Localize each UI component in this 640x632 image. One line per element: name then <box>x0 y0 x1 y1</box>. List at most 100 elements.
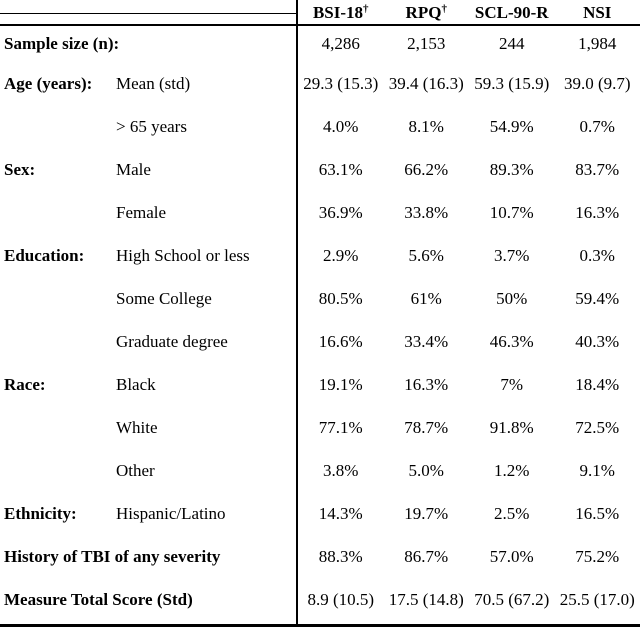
data-cell: 14.3% <box>318 503 363 523</box>
column-header-scl90r: SCL-90-R <box>469 0 555 26</box>
table-row: Age (years): Mean (std) 29.3 (15.3) 39.4 (1… <box>0 62 640 105</box>
row-sub-label: Mean (std) <box>116 73 191 93</box>
data-cell: 0.7% <box>579 116 615 136</box>
data-cell: 7% <box>500 374 524 394</box>
data-cell: 25.5 (17.0) <box>559 589 635 609</box>
data-cell: 50% <box>496 288 528 308</box>
data-cell: 4.0% <box>323 116 359 136</box>
data-cell: 33.8% <box>404 202 449 222</box>
table-row: Sex: Male 63.1% 66.2% 89.3% 83.7% <box>0 148 640 191</box>
row-category-label <box>0 406 110 449</box>
table-row: Sample size (n): 4,286 2,153 244 1,984 <box>0 26 640 62</box>
data-cell: 19.7% <box>404 503 449 523</box>
data-cell: 5.0% <box>408 460 444 480</box>
row-category-label <box>0 320 110 363</box>
row-category-label: Ethnicity: <box>4 503 77 523</box>
table-row: Graduate degree 16.6% 33.4% 46.3% 40.3% <box>0 320 640 363</box>
data-cell: 8.1% <box>408 116 444 136</box>
data-cell: 54.9% <box>489 116 534 136</box>
column-divider-rule <box>296 0 298 624</box>
row-sub-label: Hispanic/Latino <box>116 503 226 523</box>
data-cell: 2.9% <box>323 245 359 265</box>
data-cell: 72.5% <box>575 417 620 437</box>
data-cell: 8.9 (10.5) <box>307 589 375 609</box>
row-category-label: Education: <box>4 245 85 265</box>
data-cell: 0.3% <box>579 245 615 265</box>
data-cell: 3.8% <box>323 460 359 480</box>
data-cell: 86.7% <box>404 546 449 566</box>
table-row: Education: High School or less 2.9% 5.6% 3.7… <box>0 234 640 277</box>
data-cell: 16.3% <box>575 202 620 222</box>
row-category-label: History of TBI of any severity <box>4 546 221 566</box>
row-sub-label: > 65 years <box>116 116 187 136</box>
data-cell: 66.2% <box>404 159 449 179</box>
data-cell: 59.3 (15.9) <box>474 73 550 93</box>
row-sub-label: Male <box>116 159 151 179</box>
data-cell: 39.4 (16.3) <box>388 73 464 93</box>
row-category-label: Age (years): <box>4 73 93 93</box>
data-cell: 3.7% <box>494 245 530 265</box>
row-sub-label: Other <box>116 460 155 480</box>
row-sub-label: Some College <box>116 288 212 308</box>
data-cell: 4,286 <box>321 34 360 53</box>
data-cell: 91.8% <box>489 417 534 437</box>
data-cell: 39.0 (9.7) <box>563 73 631 93</box>
row-sub-label: High School or less <box>116 245 250 265</box>
data-cell: 29.3 (15.3) <box>303 73 379 93</box>
table-body: Sample size (n): 4,286 2,153 244 1,984 Age (y… <box>0 26 640 621</box>
bottom-rule <box>0 624 640 627</box>
table-row: Female 36.9% 33.8% 10.7% 16.3% <box>0 191 640 234</box>
row-category-label <box>0 191 110 234</box>
data-cell: 19.1% <box>318 374 363 394</box>
data-cell: 17.5 (14.8) <box>388 589 464 609</box>
row-category-label: Measure Total Score (Std) <box>4 589 193 609</box>
row-category-label <box>0 449 110 492</box>
data-cell: 2.5% <box>494 503 530 523</box>
data-cell: 70.5 (67.2) <box>474 589 550 609</box>
data-cell: 80.5% <box>318 288 363 308</box>
data-cell: 18.4% <box>575 374 620 394</box>
row-category-label <box>0 277 110 320</box>
table-row: Some College 80.5% 61% 50% 59.4% <box>0 277 640 320</box>
header-rule <box>0 24 640 26</box>
data-cell: 61% <box>410 288 442 308</box>
data-cell: 5.6% <box>408 245 444 265</box>
table-row: History of TBI of any severity 88.3% 86.7%… <box>0 535 640 578</box>
table-row: Measure Total Score (Std) 8.9 (10.5) 17.5 … <box>0 578 640 621</box>
data-cell: 75.2% <box>575 546 620 566</box>
column-header-label: BSI-18 <box>312 3 364 22</box>
table-row: Race: Black 19.1% 16.3% 7% 18.4% <box>0 363 640 406</box>
data-cell: 88.3% <box>318 546 363 566</box>
data-cell: 2,153 <box>407 34 446 53</box>
column-header-label: NSI <box>583 3 612 22</box>
data-cell: 16.6% <box>318 331 363 351</box>
table-row: Ethnicity: Hispanic/Latino 14.3% 19.7% 2.5% 1… <box>0 492 640 535</box>
data-cell: 10.7% <box>489 202 534 222</box>
data-cell: 89.3% <box>489 159 534 179</box>
data-cell: 16.5% <box>575 503 620 523</box>
row-category-label <box>0 105 110 148</box>
column-header-bsi18: BSI-18 † <box>298 0 384 26</box>
data-cell: 40.3% <box>575 331 620 351</box>
data-cell: 77.1% <box>318 417 363 437</box>
row-sub-label: Black <box>116 374 156 394</box>
column-header-label: RPQ <box>405 3 442 22</box>
row-sub-label: Female <box>116 202 167 222</box>
top-rule-left <box>0 13 296 14</box>
data-cell: 63.1% <box>318 159 363 179</box>
dagger-icon: † <box>441 2 447 15</box>
data-cell: 9.1% <box>579 460 615 480</box>
column-header-label: SCL-90-R <box>474 3 549 22</box>
data-cell: 46.3% <box>489 331 534 351</box>
data-cell: 83.7% <box>575 159 620 179</box>
data-cell: 57.0% <box>489 546 534 566</box>
column-header-nsi: NSI <box>555 0 640 26</box>
data-cell: 36.9% <box>318 202 363 222</box>
dagger-icon: † <box>363 2 369 15</box>
table-row: Other 3.8% 5.0% 1.2% 9.1% <box>0 449 640 492</box>
row-category-label: Sex: <box>4 159 36 179</box>
data-cell: 33.4% <box>404 331 449 351</box>
row-sub-label: White <box>116 417 158 437</box>
column-header-rpq: RPQ † <box>384 0 470 26</box>
row-sub-label: Graduate degree <box>116 331 228 351</box>
